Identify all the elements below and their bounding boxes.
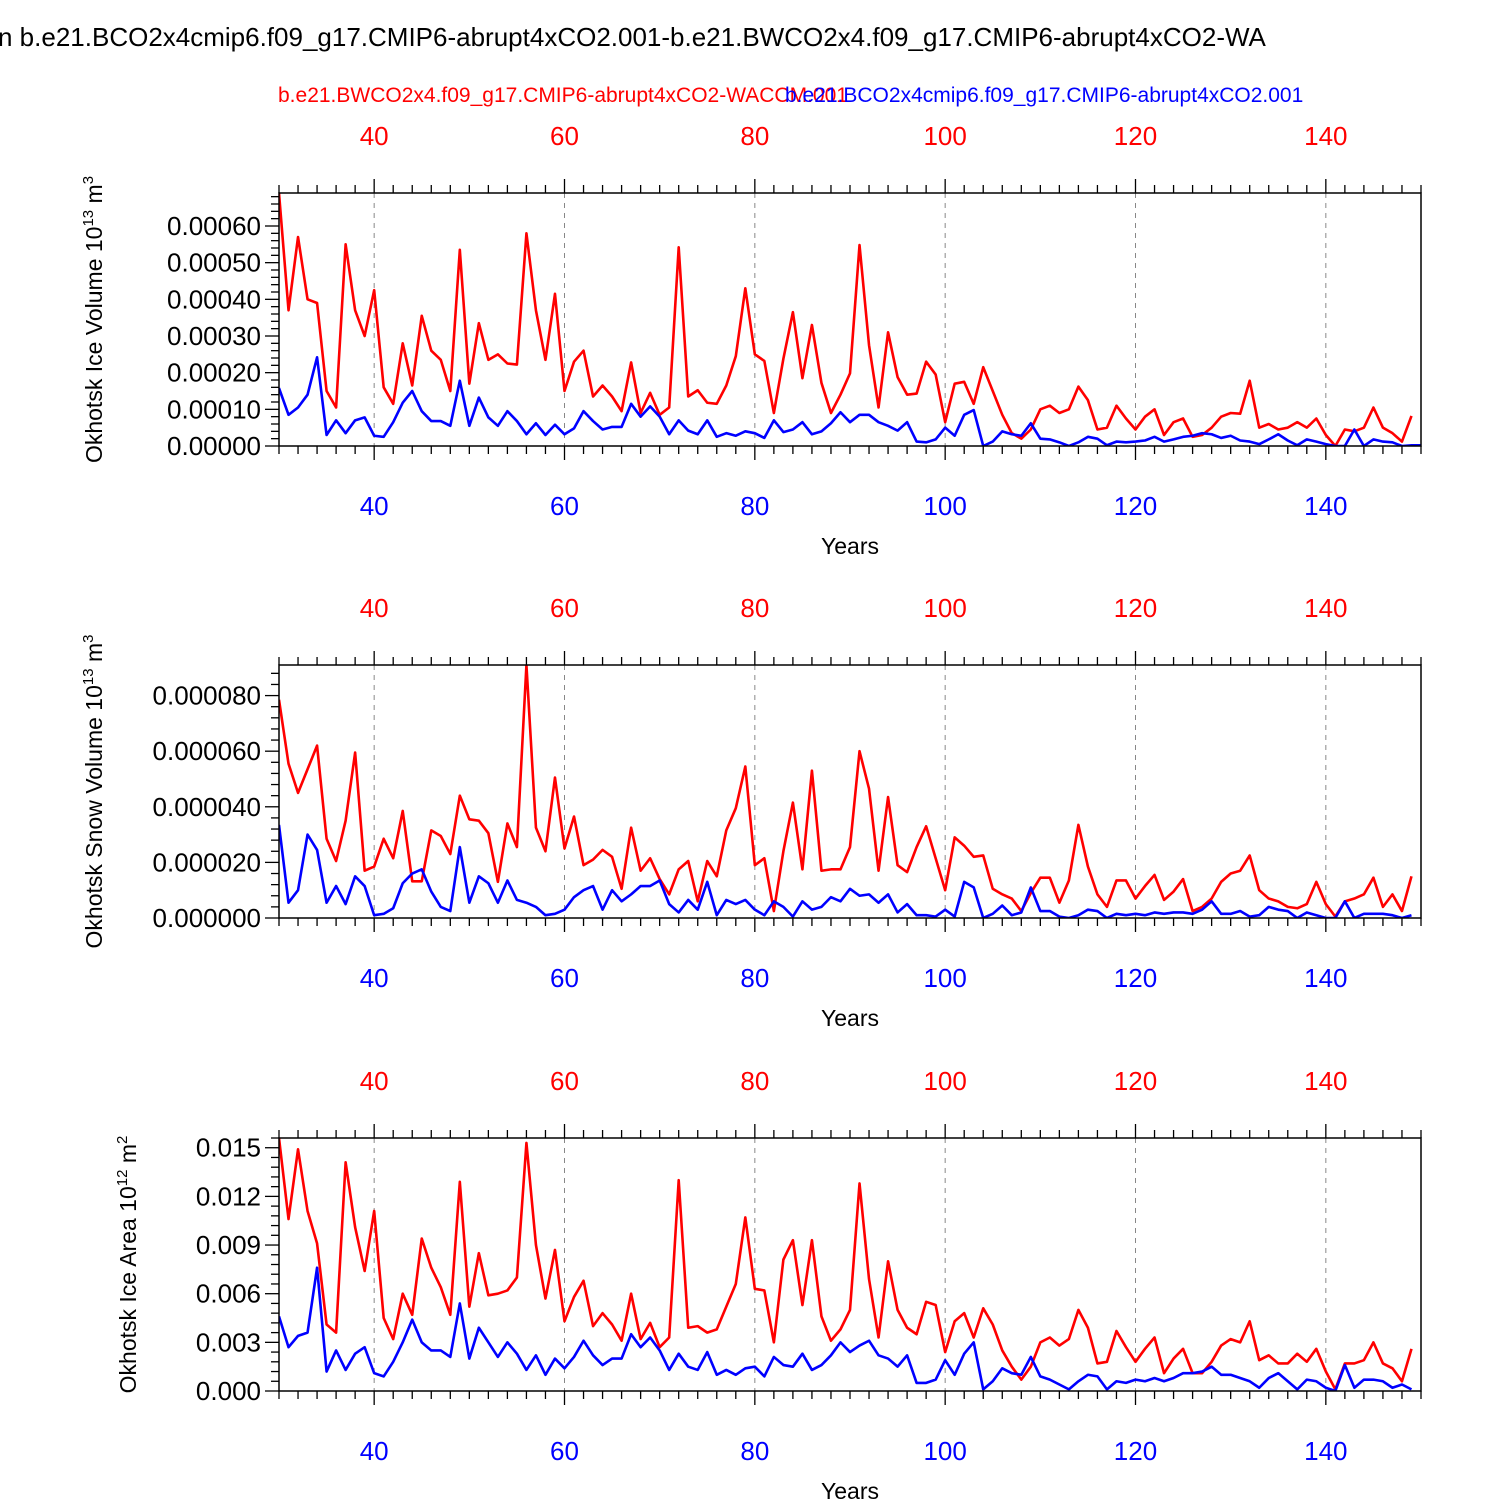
series-line-blue: [279, 1266, 1413, 1391]
x-tick-label-top: 60: [550, 593, 579, 623]
x-tick-label-top: 100: [923, 593, 966, 623]
x-tick-label-bottom: 60: [550, 963, 579, 993]
x-tick-label-top: 100: [923, 1066, 966, 1096]
x-axis-label: Years: [821, 533, 879, 559]
y-axis-label: Okhotsk Ice Volume 1013 m3: [80, 176, 107, 463]
x-tick-label-bottom: 120: [1114, 1436, 1157, 1466]
x-axis-label: Years: [821, 1478, 879, 1500]
x-tick-label-bottom: 80: [740, 963, 769, 993]
x-tick-label-bottom: 140: [1304, 963, 1347, 993]
y-tick-label: 0.000020: [153, 847, 261, 877]
x-tick-label-top: 100: [923, 121, 966, 151]
y-tick-label: 0.009: [196, 1230, 261, 1260]
x-tick-label-top: 140: [1304, 1066, 1347, 1096]
x-tick-label-top: 40: [360, 1066, 389, 1096]
y-axis-label: Okhotsk Snow Volume 1013 m3: [80, 635, 107, 949]
x-tick-label-bottom: 120: [1114, 963, 1157, 993]
chart-panels: 0.000000.000100.000200.000300.000400.000…: [80, 121, 1422, 1500]
x-tick-label-top: 60: [550, 121, 579, 151]
y-tick-label: 0.00020: [167, 358, 261, 388]
y-axis-label: Okhotsk Ice Area 1012 m2: [114, 1136, 141, 1394]
y-tick-label: 0.00040: [167, 284, 261, 314]
y-tick-label: 0.000080: [153, 681, 261, 711]
x-tick-label-bottom: 100: [923, 1436, 966, 1466]
legend-blue-label: b.e21.BCO2x4cmip6.f09_g17.CMIP6-abrupt4x…: [785, 84, 1303, 107]
x-tick-label-top: 60: [550, 1066, 579, 1096]
plot-frame: [278, 1137, 1422, 1392]
y-tick-label: 0.00050: [167, 248, 261, 278]
x-tick-label-top: 120: [1114, 1066, 1157, 1096]
x-tick-label-top: 120: [1114, 593, 1157, 623]
series-line-red: [279, 665, 1413, 918]
y-tick-label: 0.012: [196, 1181, 261, 1211]
x-tick-label-top: 40: [360, 121, 389, 151]
x-tick-label-bottom: 120: [1114, 491, 1157, 521]
x-tick-label-top: 140: [1304, 593, 1347, 623]
y-tick-label: 0.00010: [167, 394, 261, 424]
y-tick-label: 0.00030: [167, 321, 261, 351]
x-tick-label-bottom: 40: [360, 491, 389, 521]
figure-title: n b.e21.BCO2x4cmip6.f09_g17.CMIP6-abrupt…: [0, 22, 1267, 52]
x-tick-label-bottom: 100: [923, 963, 966, 993]
y-tick-label: 0.000000: [153, 903, 261, 933]
x-tick-label-bottom: 140: [1304, 1436, 1347, 1466]
x-tick-label-bottom: 140: [1304, 491, 1347, 521]
y-tick-label: 0.00060: [167, 211, 261, 241]
plot-frame: [278, 192, 1422, 447]
y-tick-label: 0.003: [196, 1327, 261, 1357]
x-tick-label-bottom: 60: [550, 1436, 579, 1466]
series-line-red: [279, 193, 1413, 446]
x-tick-label-bottom: 80: [740, 491, 769, 521]
x-tick-label-bottom: 60: [550, 491, 579, 521]
x-tick-label-top: 80: [740, 1066, 769, 1096]
y-tick-label: 0.000060: [153, 736, 261, 766]
legend-red-label: b.e21.BWCO2x4.f09_g17.CMIP6-abrupt4xCO2-…: [278, 84, 848, 107]
chart-panel-2: 0.000000 0.000020 0.000040 0.000060 0.000080…: [80, 593, 1422, 1031]
x-tick-label-bottom: 40: [360, 1436, 389, 1466]
x-tick-label-top: 80: [740, 593, 769, 623]
x-tick-label-bottom: 100: [923, 491, 966, 521]
x-tick-label-bottom: 40: [360, 963, 389, 993]
plot-frame: [278, 664, 1422, 919]
x-axis-label: Years: [821, 1005, 879, 1031]
y-tick-label: 0.00000: [167, 431, 261, 461]
series-line-blue: [279, 355, 1421, 446]
series-line-blue: [279, 824, 1412, 918]
x-tick-label-top: 80: [740, 121, 769, 151]
y-tick-label: 0.015: [196, 1133, 261, 1163]
x-tick-label-top: 40: [360, 593, 389, 623]
x-tick-label-top: 140: [1304, 121, 1347, 151]
y-tick-label: 0.006: [196, 1279, 261, 1309]
y-tick-label: 0.000040: [153, 792, 261, 822]
chart-panel-3: 0.000 0.003 0.006 0.009 0.012 0.015 40 40 60 60 80…: [114, 1066, 1422, 1500]
x-tick-label-top: 120: [1114, 121, 1157, 151]
y-tick-label: 0.000: [196, 1376, 261, 1406]
chart-panel-1: 0.00000 0.00010 0.00020 0.00030 0.00040 0.000…: [80, 121, 1422, 559]
x-tick-label-bottom: 80: [740, 1436, 769, 1466]
series-line-red: [279, 1138, 1413, 1391]
